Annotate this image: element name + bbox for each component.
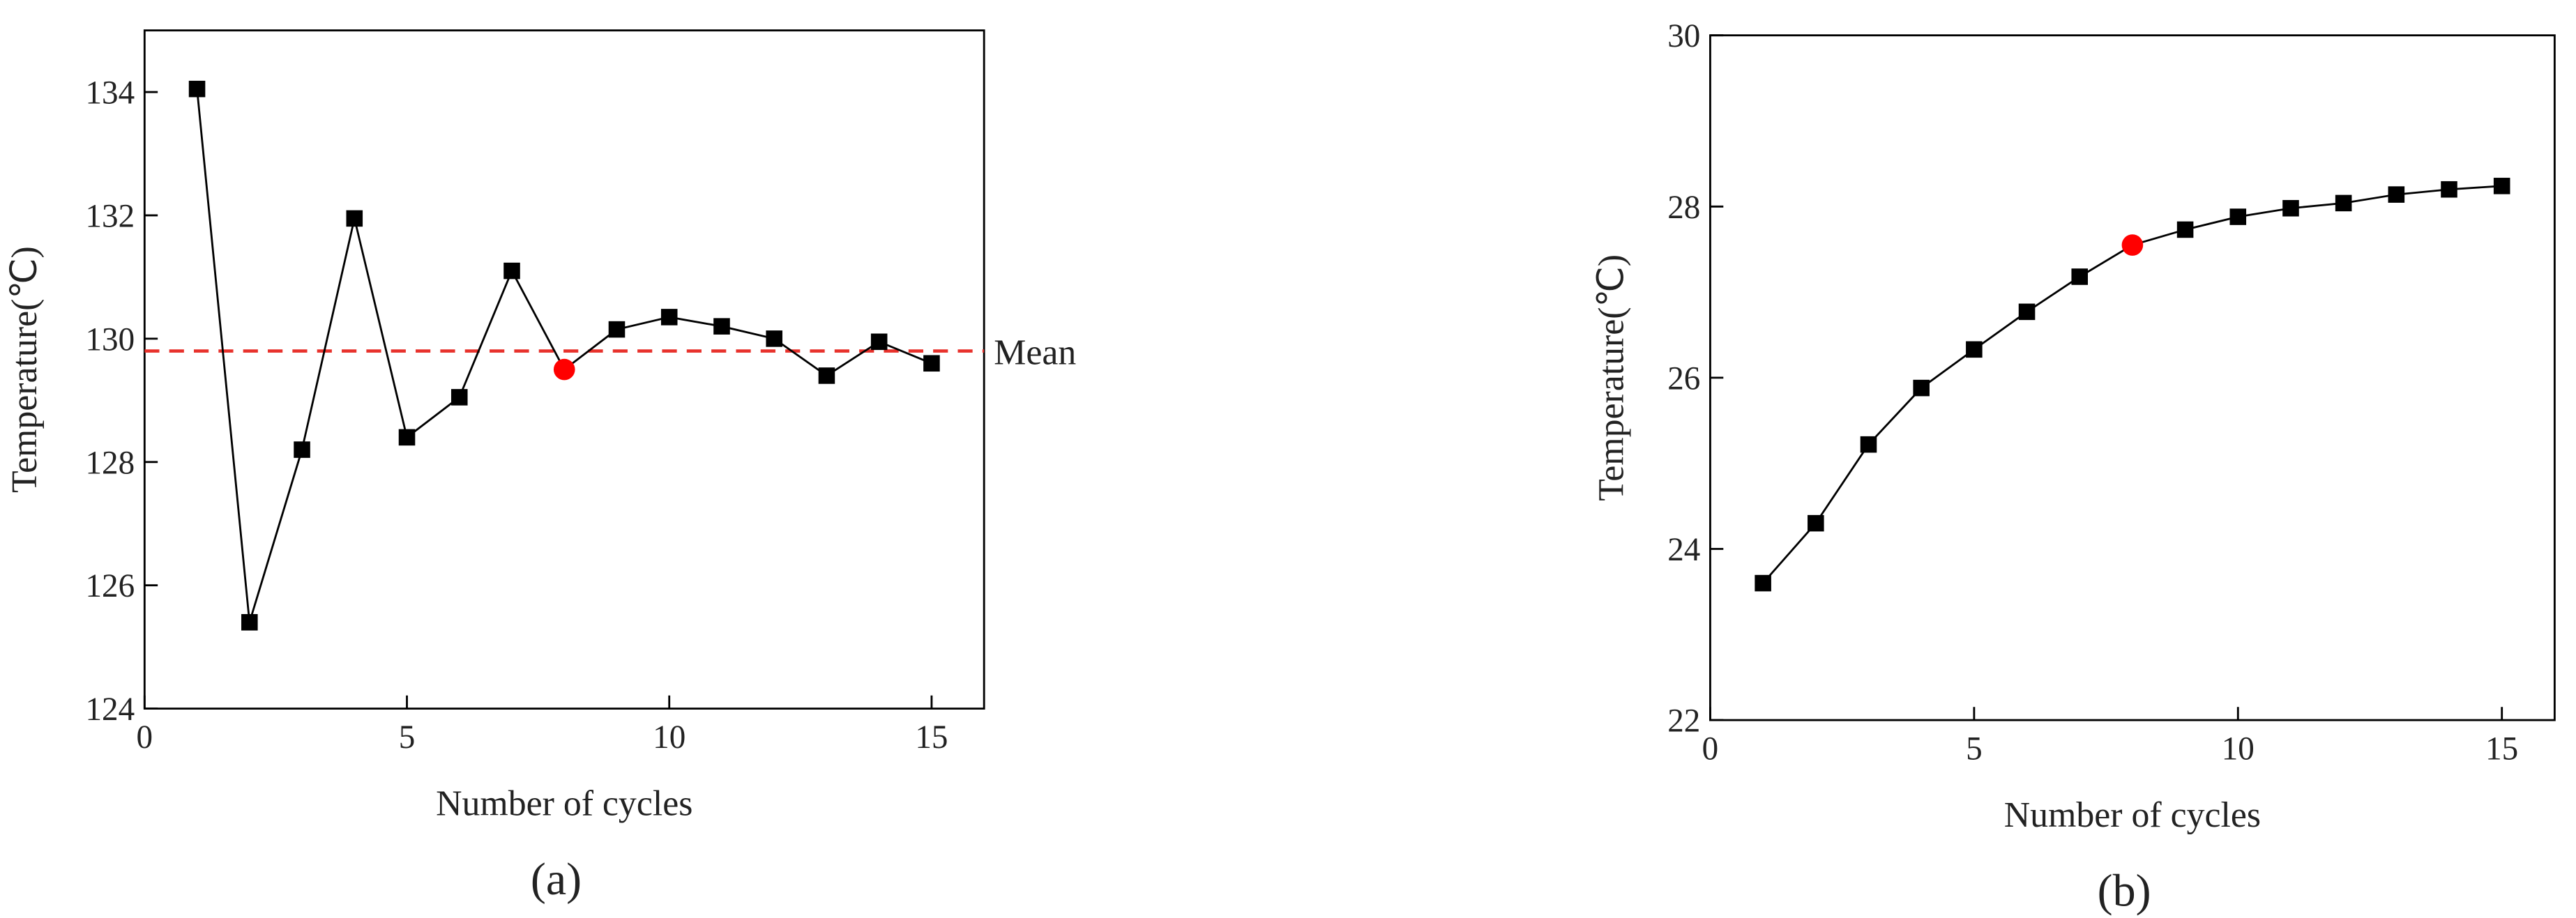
plot-frame xyxy=(143,29,985,710)
data-point xyxy=(766,330,782,347)
y-tick-label: 24 xyxy=(1667,532,1700,568)
data-point xyxy=(1755,574,1771,592)
data-point xyxy=(2441,181,2457,198)
y-tick-label: 126 xyxy=(86,568,135,604)
y-tick-label: 30 xyxy=(1667,18,1700,54)
panel-label: (b) xyxy=(2098,865,2151,916)
data-point xyxy=(1860,436,1877,453)
data-point xyxy=(923,355,940,372)
data-point xyxy=(241,613,258,631)
data-point xyxy=(2176,221,2194,238)
data-point xyxy=(608,321,626,338)
panel-label: (a) xyxy=(531,854,582,905)
data-point xyxy=(870,333,888,351)
series-line xyxy=(196,89,932,623)
data-point xyxy=(346,210,363,227)
data-point xyxy=(713,318,730,335)
data-point xyxy=(294,441,310,458)
data-point xyxy=(1966,341,1983,358)
data-point xyxy=(660,309,678,326)
y-tick-label: 130 xyxy=(86,321,135,358)
data-point xyxy=(2335,194,2352,212)
data-point xyxy=(2071,268,2089,285)
y-axis-label: Temperature(℃) xyxy=(1592,254,1632,501)
highlight-point xyxy=(2121,234,2144,256)
x-tick-label: 5 xyxy=(399,719,416,756)
x-tick-label: 10 xyxy=(2222,731,2255,767)
y-tick-label: 132 xyxy=(86,198,135,234)
plot-frame xyxy=(1709,34,2556,721)
y-axis-label: Temperature(℃) xyxy=(5,246,45,493)
y-tick-label: 128 xyxy=(86,445,135,481)
y-tick-label: 28 xyxy=(1667,190,1700,226)
x-tick-label: 10 xyxy=(653,719,685,756)
y-tick-label: 26 xyxy=(1667,360,1700,397)
data-point xyxy=(503,262,520,280)
data-point xyxy=(2282,199,2299,217)
data-point xyxy=(1808,514,1824,532)
data-point xyxy=(450,389,468,406)
data-point xyxy=(2388,186,2405,203)
data-point xyxy=(2493,178,2510,194)
data-point xyxy=(1913,379,1930,397)
x-tick-label: 15 xyxy=(2485,731,2518,767)
data-point xyxy=(398,429,416,446)
data-point xyxy=(818,367,835,384)
y-tick-label: 134 xyxy=(86,75,135,112)
x-tick-label: 15 xyxy=(915,719,948,756)
data-point xyxy=(188,80,206,98)
highlight-point xyxy=(553,358,575,381)
x-axis-label: Number of cycles xyxy=(2004,795,2261,835)
x-axis-label: Number of cycles xyxy=(436,784,692,824)
mean-label: Mean xyxy=(994,332,1076,372)
x-tick-label: 0 xyxy=(1702,731,1719,767)
x-tick-label: 0 xyxy=(137,719,153,756)
x-tick-label: 5 xyxy=(1966,731,1983,767)
data-point xyxy=(2229,208,2247,225)
y-tick-label: 124 xyxy=(86,691,135,728)
data-point xyxy=(2018,303,2036,321)
y-tick-label: 22 xyxy=(1667,703,1700,740)
